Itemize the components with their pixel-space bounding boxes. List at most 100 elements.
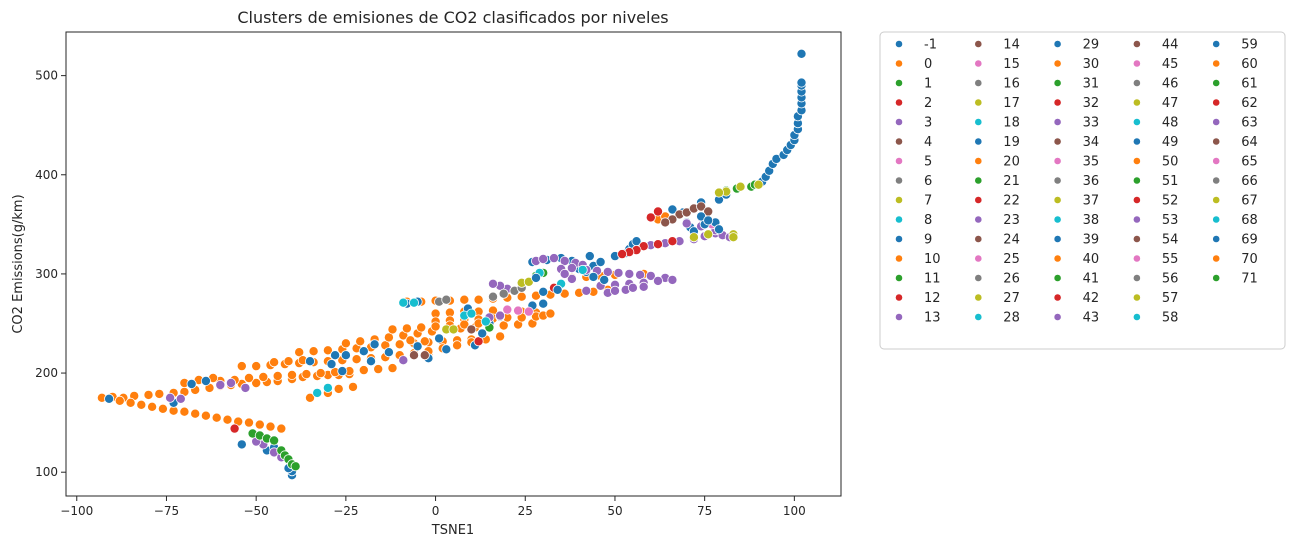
legend-marker (974, 235, 983, 243)
data-point (538, 253, 549, 264)
data-point (286, 369, 297, 380)
legend-marker (974, 98, 983, 107)
data-point (269, 357, 280, 368)
legend-marker (974, 118, 983, 126)
legend-marker (1133, 235, 1141, 243)
legend-marker (1212, 176, 1221, 185)
legend-marker (1133, 40, 1141, 48)
data-point (114, 395, 125, 406)
legend-marker (1053, 313, 1062, 321)
data-point (559, 268, 570, 279)
legend-marker (1212, 196, 1221, 204)
data-point (308, 346, 319, 357)
legend-item: 56 (1133, 272, 1178, 287)
legend-marker (974, 79, 983, 87)
data-point (667, 204, 678, 215)
x-tick-label: 0 (432, 504, 440, 518)
legend-marker (1212, 40, 1221, 48)
series-8 (312, 264, 588, 398)
data-point (283, 356, 294, 367)
data-point (566, 273, 577, 284)
legend-label: 47 (1162, 96, 1179, 111)
legend-label: 40 (1083, 252, 1100, 267)
x-tick-label: 25 (518, 504, 533, 518)
data-point (714, 187, 725, 198)
data-point (269, 435, 280, 446)
legend-marker (1053, 118, 1062, 126)
legend-marker (974, 157, 983, 165)
legend-label: 16 (1003, 77, 1020, 92)
data-point (487, 278, 498, 289)
legend-item: 45 (1133, 57, 1178, 72)
legend-label: 13 (924, 311, 941, 326)
legend-label: 18 (1003, 116, 1020, 131)
legend-item: 47 (1133, 96, 1178, 111)
data-point (347, 381, 358, 392)
data-point (236, 439, 247, 450)
legend-marker (1133, 137, 1141, 146)
y-axis-label: CO2 Emissions(g/km) (11, 194, 26, 333)
legend-items: -101234567891011121314151617181920212223… (895, 38, 1258, 326)
legend-marker (1212, 79, 1221, 87)
legend-label: 29 (1083, 38, 1100, 53)
legend-label: 39 (1083, 233, 1100, 248)
x-tick-label: −25 (333, 504, 358, 518)
legend-marker (895, 59, 903, 68)
legend-item: 1 (895, 77, 932, 92)
data-point (200, 375, 211, 386)
legend-marker (1133, 59, 1141, 68)
data-point (276, 423, 287, 434)
data-point (581, 285, 592, 296)
legend-item: 67 (1212, 194, 1258, 209)
data-point (498, 288, 509, 299)
data-point (229, 423, 240, 434)
data-point (179, 406, 190, 417)
data-point (441, 344, 452, 355)
data-point (552, 284, 563, 295)
legend-marker (1133, 176, 1141, 185)
legend-label: 9 (924, 233, 932, 248)
data-point (175, 393, 186, 404)
legend-marker (1212, 215, 1221, 224)
legend-label: 69 (1241, 233, 1258, 248)
legend-marker (974, 137, 983, 146)
legend-item: 18 (974, 116, 1020, 131)
legend-item: 29 (1053, 38, 1100, 53)
x-tick-label: 50 (607, 504, 622, 518)
legend-marker (1133, 313, 1141, 321)
data-point (796, 48, 807, 59)
data-point (222, 414, 233, 425)
data-point (753, 179, 764, 190)
legend-label: 19 (1003, 135, 1020, 150)
data-point (243, 417, 254, 428)
data-point (401, 323, 412, 334)
y-tick-label: 300 (35, 267, 58, 281)
data-point (495, 310, 506, 321)
legend-label: 6 (924, 174, 932, 189)
data-point (143, 389, 154, 400)
data-point (416, 322, 427, 333)
data-point (394, 339, 405, 350)
x-axis-label: TSNE1 (431, 523, 474, 538)
data-point (258, 371, 269, 382)
legend-marker (1133, 79, 1141, 87)
legend-marker (974, 293, 983, 302)
legend-item: 58 (1133, 311, 1178, 326)
legend-marker (1212, 254, 1221, 263)
x-tick-label: −50 (243, 504, 268, 518)
legend-label: 25 (1003, 252, 1020, 267)
data-point (251, 361, 262, 372)
data-point (538, 298, 549, 309)
data-point (387, 363, 398, 374)
data-point (369, 339, 380, 350)
legend-marker (974, 59, 983, 68)
data-point (796, 77, 807, 88)
data-point (186, 378, 197, 389)
legend-label: 31 (1083, 77, 1100, 92)
data-point (157, 403, 168, 414)
legend-item: 3 (895, 116, 932, 131)
legend-label: 58 (1162, 311, 1179, 326)
data-point (383, 347, 394, 358)
data-point (365, 356, 376, 367)
legend-label: 57 (1162, 291, 1179, 306)
